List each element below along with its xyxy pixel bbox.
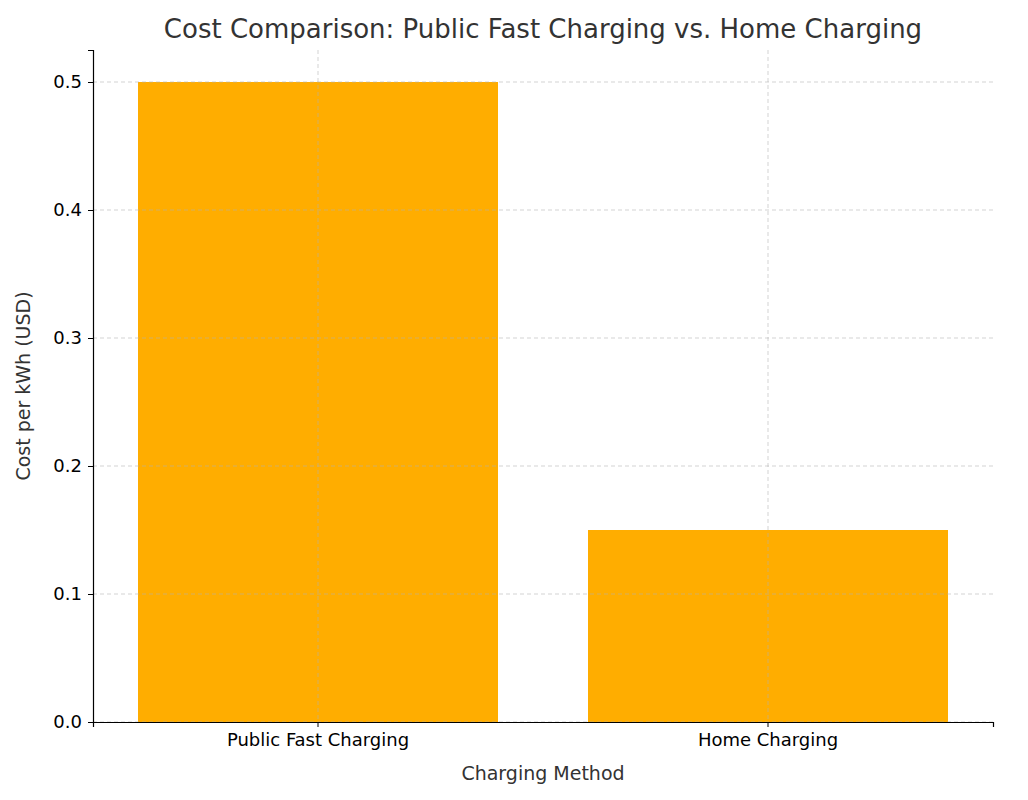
chart: 0.0 0.1 0.2 0.3 0.4 0.5 Public Fast Charging Ho… bbox=[0, 0, 1028, 800]
grid-line bbox=[93, 594, 993, 595]
tick: 0.5 bbox=[53, 71, 93, 92]
grid-line bbox=[93, 466, 993, 467]
tick-mark bbox=[88, 594, 93, 595]
title: Cost Comparison: Public Fast Charging vs… bbox=[164, 14, 922, 44]
y-axis-title: Cost per kWh (USD) bbox=[12, 291, 34, 480]
tick-mark bbox=[88, 82, 93, 83]
x-axis: Public Fast Charging Home Charging bbox=[94, 722, 994, 750]
tick-label: 0.2 bbox=[53, 455, 82, 476]
axis-line bbox=[94, 723, 994, 728]
tick-label: Home Charging bbox=[698, 729, 838, 750]
grid-line bbox=[768, 50, 769, 722]
tick-mark bbox=[88, 722, 93, 723]
grid bbox=[93, 50, 993, 722]
grid-line bbox=[93, 210, 993, 211]
tick: 0.1 bbox=[53, 583, 93, 604]
axis-line bbox=[88, 51, 94, 723]
bars bbox=[138, 82, 948, 722]
tick: Public Fast Charging bbox=[227, 722, 409, 750]
grid-line bbox=[93, 338, 993, 339]
tick-label: Public Fast Charging bbox=[227, 729, 409, 750]
tick-label: 0.1 bbox=[53, 583, 82, 604]
tick-mark bbox=[88, 466, 93, 467]
tick: 0.3 bbox=[53, 327, 93, 348]
tick-label: 0.0 bbox=[53, 711, 82, 732]
tick-mark bbox=[318, 722, 319, 727]
x-axis-title: Charging Method bbox=[461, 762, 624, 784]
tick: 0.0 bbox=[53, 711, 93, 732]
tick: 0.4 bbox=[53, 199, 93, 220]
tick-mark bbox=[88, 210, 93, 211]
tick-label: 0.4 bbox=[53, 199, 82, 220]
grid-line bbox=[93, 82, 993, 83]
tick-label: 0.3 bbox=[53, 327, 82, 348]
tick-mark bbox=[768, 722, 769, 727]
plot-area: 0.0 0.1 0.2 0.3 0.4 0.5 Public Fast Charging Ho… bbox=[53, 50, 993, 750]
tick: 0.2 bbox=[53, 455, 93, 476]
y-axis: 0.0 0.1 0.2 0.3 0.4 0.5 bbox=[53, 51, 93, 733]
tick-mark bbox=[88, 338, 93, 339]
tick-label: 0.5 bbox=[53, 71, 82, 92]
tick: Home Charging bbox=[698, 722, 838, 750]
grid-line bbox=[318, 50, 319, 722]
